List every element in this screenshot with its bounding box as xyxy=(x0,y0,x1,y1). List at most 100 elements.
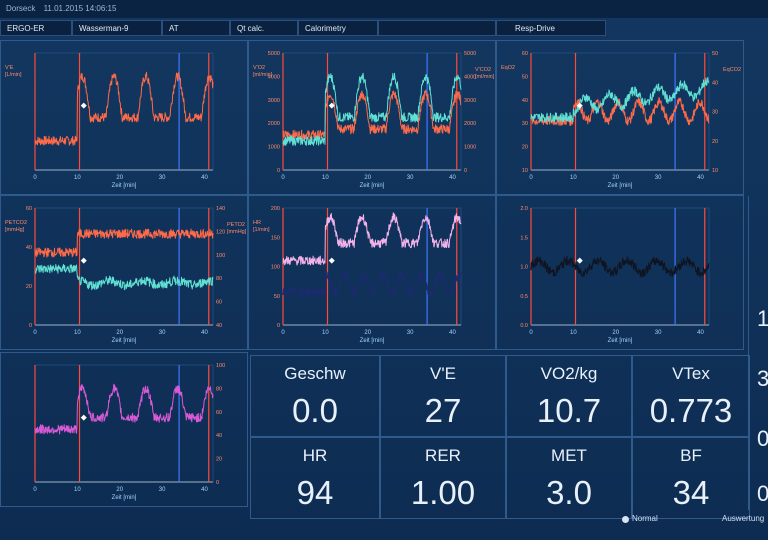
threshold-marker-icon[interactable] xyxy=(80,414,87,421)
tile-vo2-kg: VO2/kg 10.7 xyxy=(506,355,632,437)
chart-petco2-peto2[interactable]: 0 10 20 30 40 Zeit [min] 60 40 20 0 140 120 100 80 60 4… xyxy=(0,195,248,350)
y-tick-label-left: 5000 xyxy=(268,51,280,57)
y-tick-label-left: 1.5 xyxy=(520,235,528,241)
threshold-marker-icon[interactable] xyxy=(576,102,583,109)
y-tick-label-left: 0.5 xyxy=(520,294,528,300)
y-tick-label-left: 60 xyxy=(26,206,32,212)
tile-label: RER xyxy=(425,446,461,465)
y-tick-label-left: 50 xyxy=(522,74,528,80)
y-tick-label-left: 100 xyxy=(271,265,280,271)
status-bar: Normal Auswertung xyxy=(0,510,768,540)
y-tick-label-left: 20 xyxy=(26,284,32,290)
chart-eqo2-eqco2[interactable]: 0 10 20 30 40 Zeit [min] 60 50 40 30 20 10 50 40 30 20 1… xyxy=(496,40,744,195)
trace-vo2-red xyxy=(282,89,462,141)
window-title-prefix: Dorseck xyxy=(6,4,36,13)
x-tick-label: 30 xyxy=(159,175,166,181)
threshold-marker-icon[interactable] xyxy=(328,257,335,264)
plot-area xyxy=(34,364,214,483)
y-tick-label-right: 80 xyxy=(216,276,222,282)
y-tick-label-left: 10 xyxy=(522,168,528,174)
x-tick-label: 40 xyxy=(449,330,456,336)
x-axis-label: Zeit [min] xyxy=(608,338,633,344)
threshold-marker-icon[interactable] xyxy=(576,257,583,264)
edge-value: 0 xyxy=(757,426,768,451)
chart-ve[interactable]: 0 10 20 30 40 Zeit [min] V'E [L/min] xyxy=(0,40,248,195)
x-tick-label: 20 xyxy=(116,330,123,336)
y-tick-label-left: 1.0 xyxy=(520,265,528,271)
chart-svg: 0 10 20 30 40 Zeit [min] V'E[L/min] xyxy=(5,52,214,189)
tile-value: 10.7 xyxy=(536,392,602,429)
x-tick-label: 30 xyxy=(655,175,662,181)
threshold-marker-icon[interactable] xyxy=(328,102,335,109)
tab-at[interactable]: AT xyxy=(162,20,230,36)
tile-value: 94 xyxy=(296,474,334,511)
x-axis-label: Zeit [min] xyxy=(360,338,385,344)
y-axis-label-left: [mmHg] xyxy=(5,227,25,233)
chart-vo2-vco2[interactable]: 0 10 20 30 40 Zeit [min] 5000 4000 3000 2000 1000 0… xyxy=(248,40,496,195)
tab-ergo-er[interactable]: ERGO-ER xyxy=(0,20,72,36)
y-axis-label-right: EqCO2 xyxy=(723,67,741,73)
tab-wasserman-9[interactable]: Wasserman-9 xyxy=(72,20,162,36)
y-tick-label-right: 0 xyxy=(216,480,219,486)
x-tick-label: 0 xyxy=(33,330,37,336)
chart-svg: 0 10 20 30 40 Zeit [min] 100 80 60 40 20 0 xyxy=(33,363,225,501)
status-auswertung: Auswertung xyxy=(722,514,765,523)
y-tick-label-left: 60 xyxy=(522,51,528,57)
trace-hr-pink xyxy=(282,212,462,266)
x-tick-label: 20 xyxy=(364,330,371,336)
tab-label: AT xyxy=(169,24,179,33)
tab-empty[interactable] xyxy=(378,20,496,36)
status-indicator-icon xyxy=(622,516,629,523)
trace-petco2-red xyxy=(34,228,214,258)
y-axis-label-left: V'E xyxy=(5,65,14,71)
y-tick-label-left: 0 xyxy=(277,323,280,329)
x-tick-label: 30 xyxy=(159,487,166,493)
trace-eq-cyan xyxy=(530,77,710,123)
x-tick-label: 20 xyxy=(364,175,371,181)
chart-tidal-volume[interactable]: 0 10 20 30 40 Zeit [min] 100 80 60 40 20 0 xyxy=(0,352,248,507)
x-tick-label: 0 xyxy=(281,175,285,181)
x-tick-label: 20 xyxy=(116,175,123,181)
tab-label: Qt calc. xyxy=(237,24,265,33)
chart-heart-rate[interactable]: 0 10 20 30 40 Zeit [min] 200 150 100 50 0 HR [1/min] xyxy=(248,195,496,350)
y-tick-label-left: 40 xyxy=(26,245,32,251)
y-tick-label-right: 120 xyxy=(216,229,225,235)
threshold-marker-icon[interactable] xyxy=(80,102,87,109)
x-tick-label: 10 xyxy=(570,330,577,336)
y-tick-label-left: 2000 xyxy=(268,121,280,127)
tile-label: V'E xyxy=(430,364,456,383)
edge-value: 0 xyxy=(757,481,768,506)
chart-svg: 0 10 20 30 40 Zeit [min] 5000 4000 3000 2000 1000 0… xyxy=(253,51,495,189)
x-axis-label: Zeit [min] xyxy=(112,495,137,501)
x-tick-label: 40 xyxy=(201,330,208,336)
y-tick-label-right: 40 xyxy=(216,323,222,329)
edge-value: 1 xyxy=(757,306,768,331)
threshold-marker-icon[interactable] xyxy=(80,257,87,264)
x-axis-label: Zeit [min] xyxy=(360,183,385,189)
tile-label: VO2/kg xyxy=(540,364,598,383)
x-tick-label: 20 xyxy=(612,175,619,181)
y-tick-label-right: 100 xyxy=(216,363,225,369)
tab-bar: ERGO-ER Wasserman-9 AT Qt calc. Calorime… xyxy=(0,20,768,38)
x-tick-label: 0 xyxy=(529,330,533,336)
x-tick-label: 30 xyxy=(407,330,414,336)
y-axis-label-left: V'O2 xyxy=(253,65,265,71)
tab-qt-calc[interactable]: Qt calc. xyxy=(230,20,298,36)
x-tick-label: 0 xyxy=(529,175,533,181)
y-tick-label-left: 40 xyxy=(522,98,528,104)
chart-rer[interactable]: 0 10 20 30 40 Zeit [min] 2.0 1.5 1.0 0.5 0.0 xyxy=(496,195,744,350)
right-edge-column: 1 3 0 0 xyxy=(748,196,768,510)
y-tick-label-left: 150 xyxy=(271,235,280,241)
tab-resp-drive[interactable]: Resp-Drive xyxy=(496,20,606,36)
x-axis-label: Zeit [min] xyxy=(608,183,633,189)
tab-calorimetry[interactable]: Calorimetry xyxy=(298,20,378,36)
y-tick-label-right: 50 xyxy=(712,51,718,57)
y-tick-label-left: 200 xyxy=(271,206,280,212)
tab-label: Resp-Drive xyxy=(515,24,556,33)
y-tick-label-right: 80 xyxy=(216,386,222,392)
y-axis-label-right: [mmHg] xyxy=(227,229,247,235)
x-tick-label: 0 xyxy=(33,487,37,493)
y-tick-label-right: 0 xyxy=(464,168,467,174)
trace-rer-dark xyxy=(530,255,710,278)
